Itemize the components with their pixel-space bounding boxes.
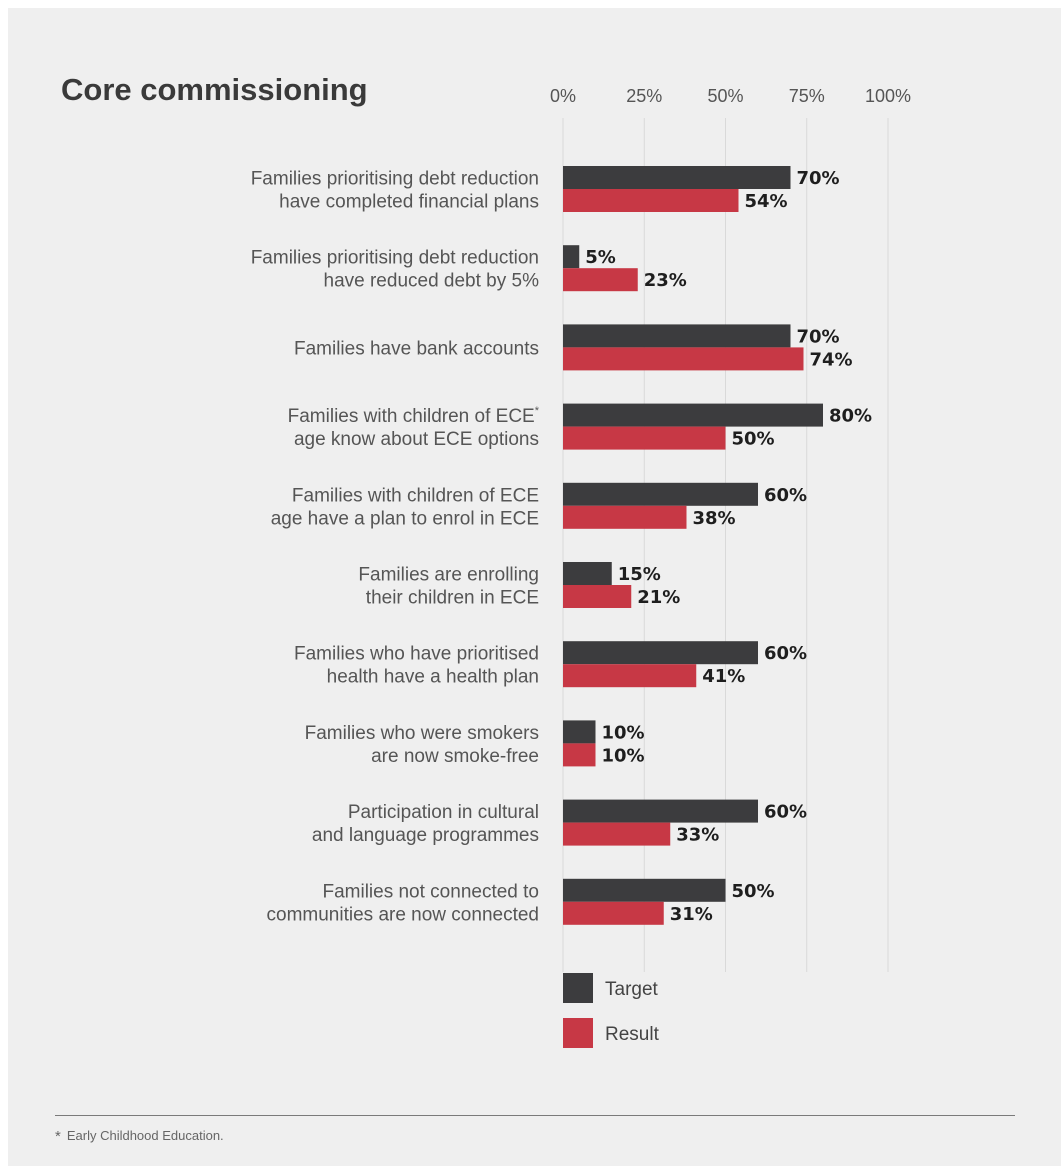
target-bar	[563, 245, 580, 269]
category-label: age know about ECE options	[294, 429, 539, 450]
category-label: Participation in cultural	[348, 802, 539, 823]
legend-label-target: Target	[605, 979, 659, 1000]
target-value-label: 60%	[764, 802, 807, 823]
footnote-mark: *	[55, 1128, 61, 1145]
result-value-label: 33%	[676, 825, 719, 846]
result-bar	[563, 426, 726, 450]
result-value-label: 23%	[644, 270, 687, 291]
legend-swatch-target	[563, 973, 593, 1003]
target-bar	[563, 166, 791, 189]
result-value-label: 74%	[810, 349, 853, 370]
result-value-label: 38%	[693, 508, 736, 529]
category-label: are now smoke-free	[371, 746, 539, 767]
footnote-text: Early Childhood Education.	[66, 1128, 224, 1143]
target-value-label: 70%	[797, 326, 840, 347]
footnote: * Early Childhood Education.	[55, 1128, 224, 1145]
target-value-label: 15%	[618, 564, 661, 585]
category-label: Families prioritising debt reduction	[251, 248, 539, 269]
legend: Target Result	[563, 973, 660, 1048]
result-bar	[563, 743, 596, 767]
target-bar	[563, 641, 758, 665]
target-value-label: 50%	[732, 881, 775, 902]
category-label: Families have bank accounts	[294, 338, 539, 359]
data-labels: 70%54%5%23%70%74%80%50%60%38%15%21%60%41…	[585, 168, 872, 925]
result-bar	[563, 901, 664, 925]
category-label: communities are now connected	[267, 904, 539, 925]
x-tick-label: 50%	[707, 86, 743, 106]
x-tick-label: 100%	[865, 86, 911, 106]
result-bar	[563, 822, 671, 846]
category-labels: Families prioritising debt reductionhave…	[251, 169, 540, 926]
category-label: health have a health plan	[327, 667, 539, 688]
category-label: have reduced debt by 5%	[324, 271, 540, 292]
result-bar	[563, 585, 632, 608]
chart-title: Core commissioning	[61, 72, 368, 107]
target-bar	[563, 799, 758, 823]
target-value-label: 5%	[585, 247, 616, 268]
category-label: Families who were smokers	[305, 723, 539, 744]
result-bar	[563, 664, 697, 688]
category-label: Families prioritising debt reduction	[251, 169, 539, 190]
target-value-label: 60%	[764, 643, 807, 664]
result-value-label: 31%	[670, 904, 713, 925]
result-value-label: 21%	[637, 587, 680, 608]
chart-panel	[8, 8, 1061, 1166]
target-value-label: 70%	[797, 168, 840, 189]
target-bar	[563, 878, 726, 902]
category-label: age have a plan to enrol in ECE	[271, 508, 539, 529]
category-label: their children in ECE	[366, 588, 539, 609]
target-bar	[563, 720, 596, 744]
category-label: and language programmes	[312, 825, 539, 846]
category-label: Families with children of ECE*	[288, 405, 540, 427]
result-bar	[563, 268, 638, 292]
category-label: have completed financial plans	[279, 192, 539, 213]
result-bar	[563, 505, 687, 529]
result-value-label: 10%	[602, 745, 645, 766]
target-value-label: 80%	[829, 406, 872, 427]
x-tick-label: 25%	[626, 86, 662, 106]
bars	[563, 166, 823, 925]
result-value-label: 41%	[702, 666, 745, 687]
x-tick-label: 75%	[789, 86, 825, 106]
category-label: Families who have prioritised	[294, 644, 539, 665]
target-value-label: 10%	[602, 722, 645, 743]
target-bar	[563, 562, 612, 585]
legend-label-result: Result	[605, 1024, 660, 1045]
legend-swatch-result	[563, 1018, 593, 1048]
x-axis-ticks: 0% 25% 50% 75% 100%	[550, 86, 911, 106]
target-value-label: 60%	[764, 485, 807, 506]
result-value-label: 54%	[745, 191, 788, 212]
category-label: Families with children of ECE	[292, 485, 539, 506]
result-bar	[563, 347, 804, 371]
result-value-label: 50%	[732, 429, 775, 450]
footnote-divider	[55, 1115, 1015, 1116]
target-bar	[563, 324, 791, 348]
target-bar	[563, 482, 758, 506]
x-tick-label: 0%	[550, 86, 576, 106]
category-label: Families are enrolling	[358, 565, 539, 586]
category-label: Families not connected to	[322, 881, 539, 902]
result-bar	[563, 189, 739, 212]
target-bar	[563, 403, 823, 427]
